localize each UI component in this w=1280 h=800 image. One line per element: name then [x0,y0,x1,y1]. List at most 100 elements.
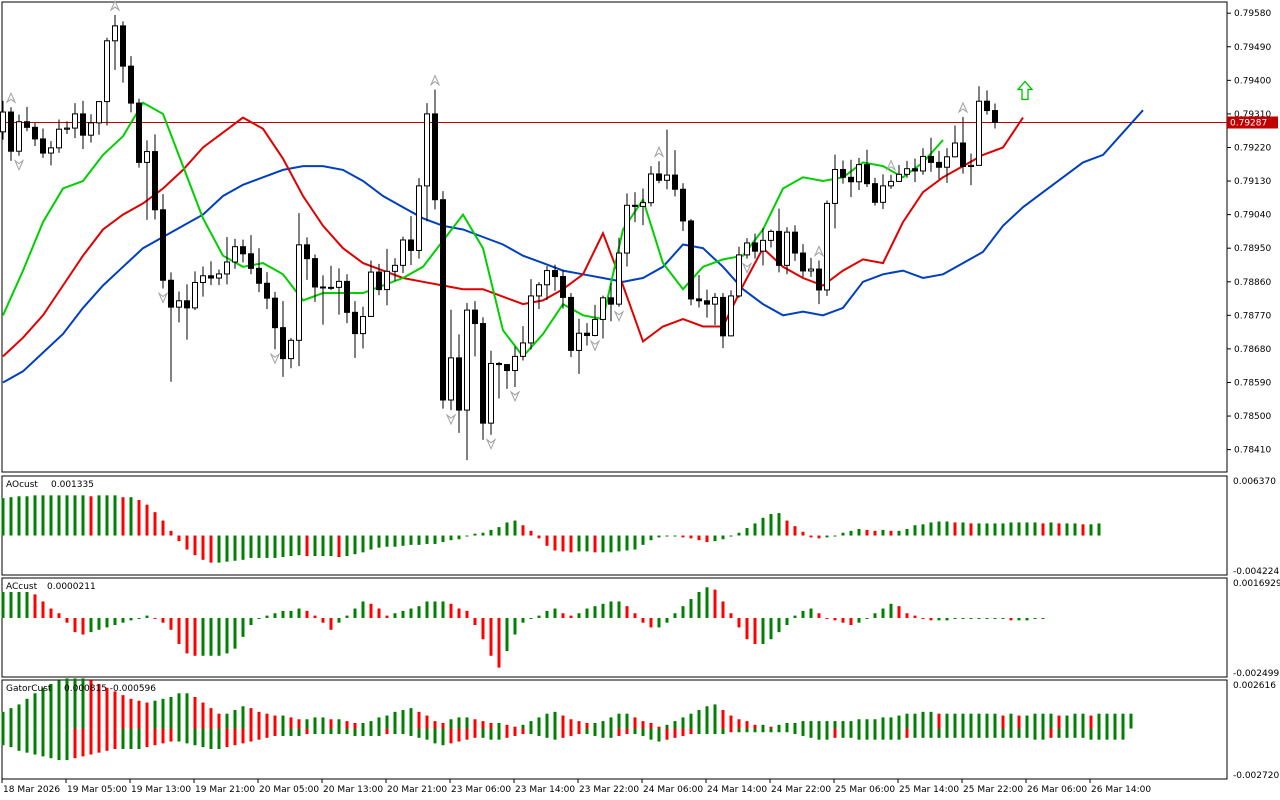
candle-body [688,220,694,300]
ac-bar [233,617,237,649]
ao-bar [641,535,645,545]
ac-bar [593,606,597,618]
ac-panel[interactable]: 0.0016929 -0.0024995 [1,577,1280,679]
gator-lower-bar [169,728,173,742]
gator-lower-bar [1065,728,1069,738]
gator-lower-bar [137,728,141,749]
gator-lower-bar [41,728,45,757]
ao-bar [729,535,733,537]
ao-bar [513,520,517,536]
ao-bar [161,520,165,536]
gator-upper-bar [1017,715,1021,729]
ao-bar [1009,522,1013,536]
gator-lower-bar [153,728,157,746]
candle-body [40,138,46,154]
ao-bar [497,527,501,536]
candle-body [256,267,262,284]
gator-upper-bar [929,711,933,729]
gator-lower-bar [473,728,477,738]
candle-body [944,156,950,168]
candle-body [864,164,870,185]
ao-bar [57,495,61,536]
ac-bar [617,601,621,618]
gator-lower-bar [849,728,853,738]
ac-bar [753,617,757,644]
candle-body [840,168,846,178]
gator-upper-bar [865,719,869,729]
candle-body [656,173,662,181]
gator-upper-bar [177,693,181,729]
time-tick-label: 23 Mar 22:00 [579,785,639,795]
scale-min-label: -0.0024995 [1233,669,1280,679]
ao-bar [145,504,149,536]
ac-bar [817,613,821,618]
gator-lower-bar [1017,728,1021,738]
candle-body [248,253,254,269]
ao-bar [409,535,413,545]
gator-upper-bar [81,678,85,729]
time-tick-label: 20 Mar 21:00 [387,785,447,795]
gator-lower-bar [265,728,269,738]
ao-bar [257,535,261,558]
gator-upper-bar [209,708,213,729]
gator-lower-bar [817,728,821,740]
ao-panel[interactable]: 0.006370 -0.004224 [1,475,1280,577]
gator-lower-bar [409,728,413,736]
gator-lower-bar [25,728,29,753]
scale-max-label: 0.006370 [1233,477,1276,487]
gator-lower-bar [497,728,501,740]
gator-upper-bar [713,704,717,729]
gator-lower-bar [553,728,557,740]
ao-bar [465,535,469,537]
ao-bar [1041,523,1045,536]
ao-bar [745,528,749,536]
ao-bar [297,535,301,556]
candle-body [104,40,110,103]
gator-lower-bar [345,728,349,735]
ac-bar [777,617,781,633]
ao-bar [185,535,189,550]
time-tick-label: 19 Mar 21:00 [195,785,255,795]
ac-bar [393,613,397,618]
price-tick-label: 0.78770 [1234,311,1271,321]
gator-upper-bar [1057,715,1061,729]
candle-body [608,297,614,305]
fractal-down-icon [613,310,625,322]
gator-upper-bar [241,706,245,729]
gator-upper-bar [545,713,549,729]
ao-bar [249,535,253,558]
ao-bar [209,535,213,563]
gator-upper-bar [1049,713,1053,729]
candle-body [576,332,582,351]
gator-lower-bar [417,728,421,738]
ac-bar [841,617,845,623]
candle-body [968,164,974,167]
gator-lower-bar [73,728,77,759]
ac-bar [449,603,453,618]
scale-min-label: -0.004224 [1233,567,1279,577]
ac-bar [1033,617,1037,619]
ao-bar [553,535,557,551]
gator-lower-bar [833,728,837,738]
ao-bar [953,522,957,536]
ao-bar [817,535,821,539]
ac-bar [305,610,309,618]
ac-label: ACcust [6,582,38,592]
ac-bar [225,617,229,654]
gator-upper-bar [529,721,533,729]
gator-frame [1,679,1228,780]
gator-lower-bar [657,728,661,742]
gator-upper-bar [121,695,125,729]
price-panel[interactable]: 0.79580 0.79490 0.79400 0.79310 0.79220 0.791… [0,0,1279,473]
candle-body [120,25,126,67]
ao-bar [385,535,389,547]
ao-bar [137,500,141,536]
ac-bar [825,617,829,619]
candle-body [200,275,206,284]
gator-lower-bar [401,728,405,735]
ao-bar [625,535,629,551]
gator-panel[interactable]: 0.002616 -0.002720 [1,678,1280,781]
ac-bar [161,617,165,623]
gator-lower-bar [721,728,725,735]
